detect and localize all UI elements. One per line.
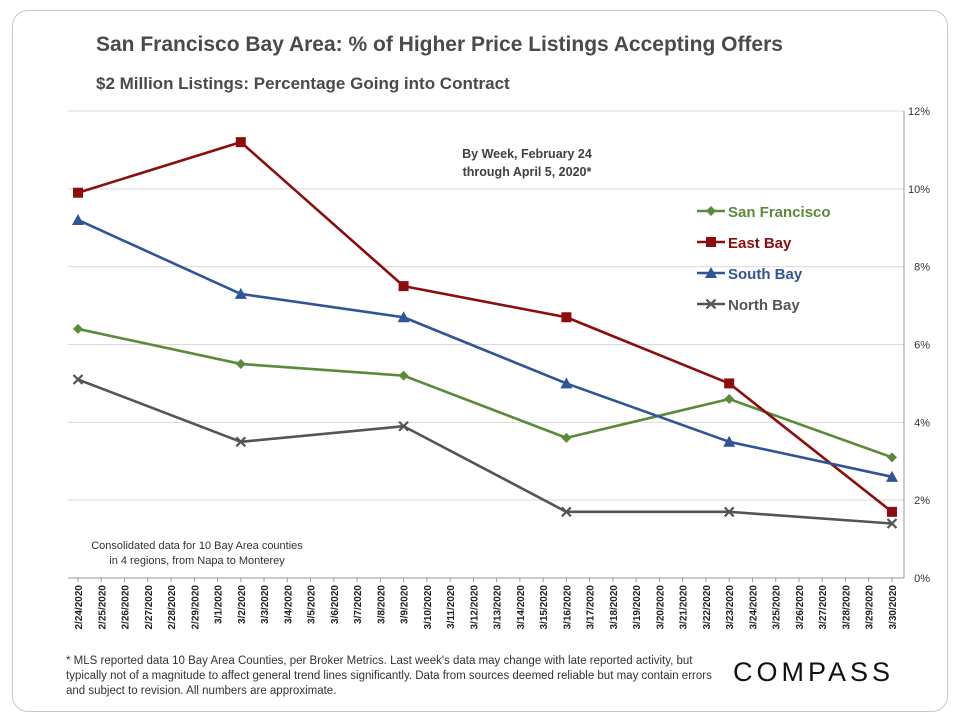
x-tick-label: 2/25/2020 — [97, 585, 108, 630]
chart-annotation: through April 5, 2020* — [463, 165, 592, 179]
y-tick-label: 6% — [914, 340, 930, 352]
data-point-south-bay — [72, 213, 84, 225]
data-point-south-bay — [397, 311, 410, 323]
data-point-east-bay — [235, 137, 246, 148]
legend-marker-south-bay — [705, 267, 717, 278]
x-tick-label: 3/29/2020 — [865, 585, 876, 630]
x-tick-label: 3/17/2020 — [586, 585, 597, 630]
x-tick-label: 3/3/2020 — [260, 585, 271, 624]
data-point-san-francisco — [398, 370, 409, 381]
line-chart: 0% 2% 4% 6% 8% 10% 12% 2/24/2020 2/25/2020 2/26/2… — [68, 106, 930, 630]
x-tick-label: 3/26/2020 — [795, 585, 806, 630]
footnote: * MLS reported data 10 Bay Area Counties… — [66, 655, 712, 697]
x-tick-label: 2/26/2020 — [121, 585, 132, 630]
x-tick-label: 3/28/2020 — [841, 585, 852, 630]
legend-label-east-bay: East Bay — [728, 235, 792, 252]
x-tick-label: 3/11/2020 — [446, 585, 457, 629]
x-tick-label: 3/23/2020 — [725, 585, 736, 630]
x-tick-label: 3/18/2020 — [609, 585, 620, 630]
data-point-north-bay — [235, 436, 247, 448]
series-line-north-bay — [77, 378, 893, 525]
slide-card — [12, 10, 948, 712]
x-tick-label: 3/27/2020 — [818, 585, 829, 630]
chart-annotation: By Week, February 24 — [462, 147, 592, 161]
x-tick-label: 3/22/2020 — [702, 585, 713, 630]
legend-label-north-bay: North Bay — [728, 297, 800, 314]
x-tick-label: 3/14/2020 — [516, 585, 527, 630]
x-tick-label: 2/29/2020 — [190, 585, 201, 630]
data-point-san-francisco — [235, 358, 246, 369]
x-tick-label: 3/5/2020 — [307, 585, 318, 624]
data-point-east-bay — [724, 378, 735, 389]
x-tick-label: 2/28/2020 — [167, 585, 178, 630]
x-tick-label: 3/9/2020 — [400, 585, 411, 624]
legend-marker-east-bay — [706, 237, 716, 247]
series-line-east-bay — [77, 140, 893, 513]
chart-subtitle: $2 Million Listings: Percentage Going in… — [96, 74, 510, 93]
x-tick-label: 2/27/2020 — [144, 585, 155, 630]
x-tick-label: 3/20/2020 — [655, 585, 666, 630]
data-point-south-bay — [560, 377, 573, 389]
y-tick-label: 10% — [908, 184, 930, 196]
y-tick-label: 2% — [914, 495, 930, 507]
x-tick-label: 2/24/2020 — [74, 585, 85, 630]
chart-note: in 4 regions, from Napa to Monterey — [109, 555, 285, 567]
series-line-south-bay — [77, 218, 893, 479]
data-point-north-bay — [561, 506, 572, 518]
compass-logo: COMPASS — [733, 657, 895, 687]
chart-note: Consolidated data for 10 Bay Area counti… — [91, 540, 303, 552]
y-tick-label: 12% — [908, 106, 930, 118]
data-point-north-bay — [398, 420, 409, 432]
data-point-south-bay — [234, 287, 247, 299]
x-tick-label: 3/19/2020 — [632, 585, 643, 630]
x-tick-label: 3/6/2020 — [330, 585, 341, 624]
legend-label-san-francisco: San Francisco — [728, 204, 831, 221]
data-point-north-bay — [886, 518, 898, 529]
x-tick-label: 3/2/2020 — [237, 585, 248, 624]
data-point-north-bay — [72, 374, 84, 385]
x-tick-label: 3/8/2020 — [376, 585, 387, 624]
data-point-south-bay — [723, 435, 736, 447]
y-tick-label: 8% — [914, 262, 930, 274]
data-point-east-bay — [561, 312, 572, 323]
x-tick-label: 3/7/2020 — [353, 585, 364, 624]
x-tick-label: 3/24/2020 — [748, 585, 759, 630]
data-point-east-bay — [398, 281, 409, 292]
data-point-san-francisco — [724, 393, 735, 404]
legend-marker-north-bay — [705, 298, 717, 310]
y-tick-label: 0% — [914, 573, 930, 585]
legend-label-south-bay: South Bay — [728, 266, 803, 283]
x-tick-label: 3/10/2020 — [423, 585, 434, 630]
x-tick-label: 3/30/2020 — [888, 585, 899, 630]
data-point-east-bay — [887, 506, 897, 517]
data-point-san-francisco — [561, 432, 572, 443]
x-tick-label: 3/12/2020 — [469, 585, 480, 630]
x-tick-label: 3/25/2020 — [772, 585, 783, 630]
data-point-san-francisco — [887, 452, 897, 463]
data-point-east-bay — [73, 187, 83, 198]
x-tick-label: 3/1/2020 — [214, 585, 225, 624]
y-tick-label: 4% — [914, 417, 930, 429]
series-line-san-francisco — [77, 327, 893, 459]
x-tick-label: 3/16/2020 — [562, 585, 573, 630]
x-tick-label: 3/15/2020 — [539, 585, 550, 630]
x-tick-label: 3/4/2020 — [283, 585, 294, 624]
legend-marker-san-francisco — [706, 206, 716, 216]
data-point-north-bay — [723, 506, 735, 518]
x-tick-label: 3/13/2020 — [493, 585, 504, 630]
chart-title: San Francisco Bay Area: % of Higher Pric… — [96, 33, 783, 56]
data-point-san-francisco — [73, 323, 83, 334]
data-point-south-bay — [886, 470, 898, 482]
x-tick-label: 3/21/2020 — [679, 585, 690, 630]
